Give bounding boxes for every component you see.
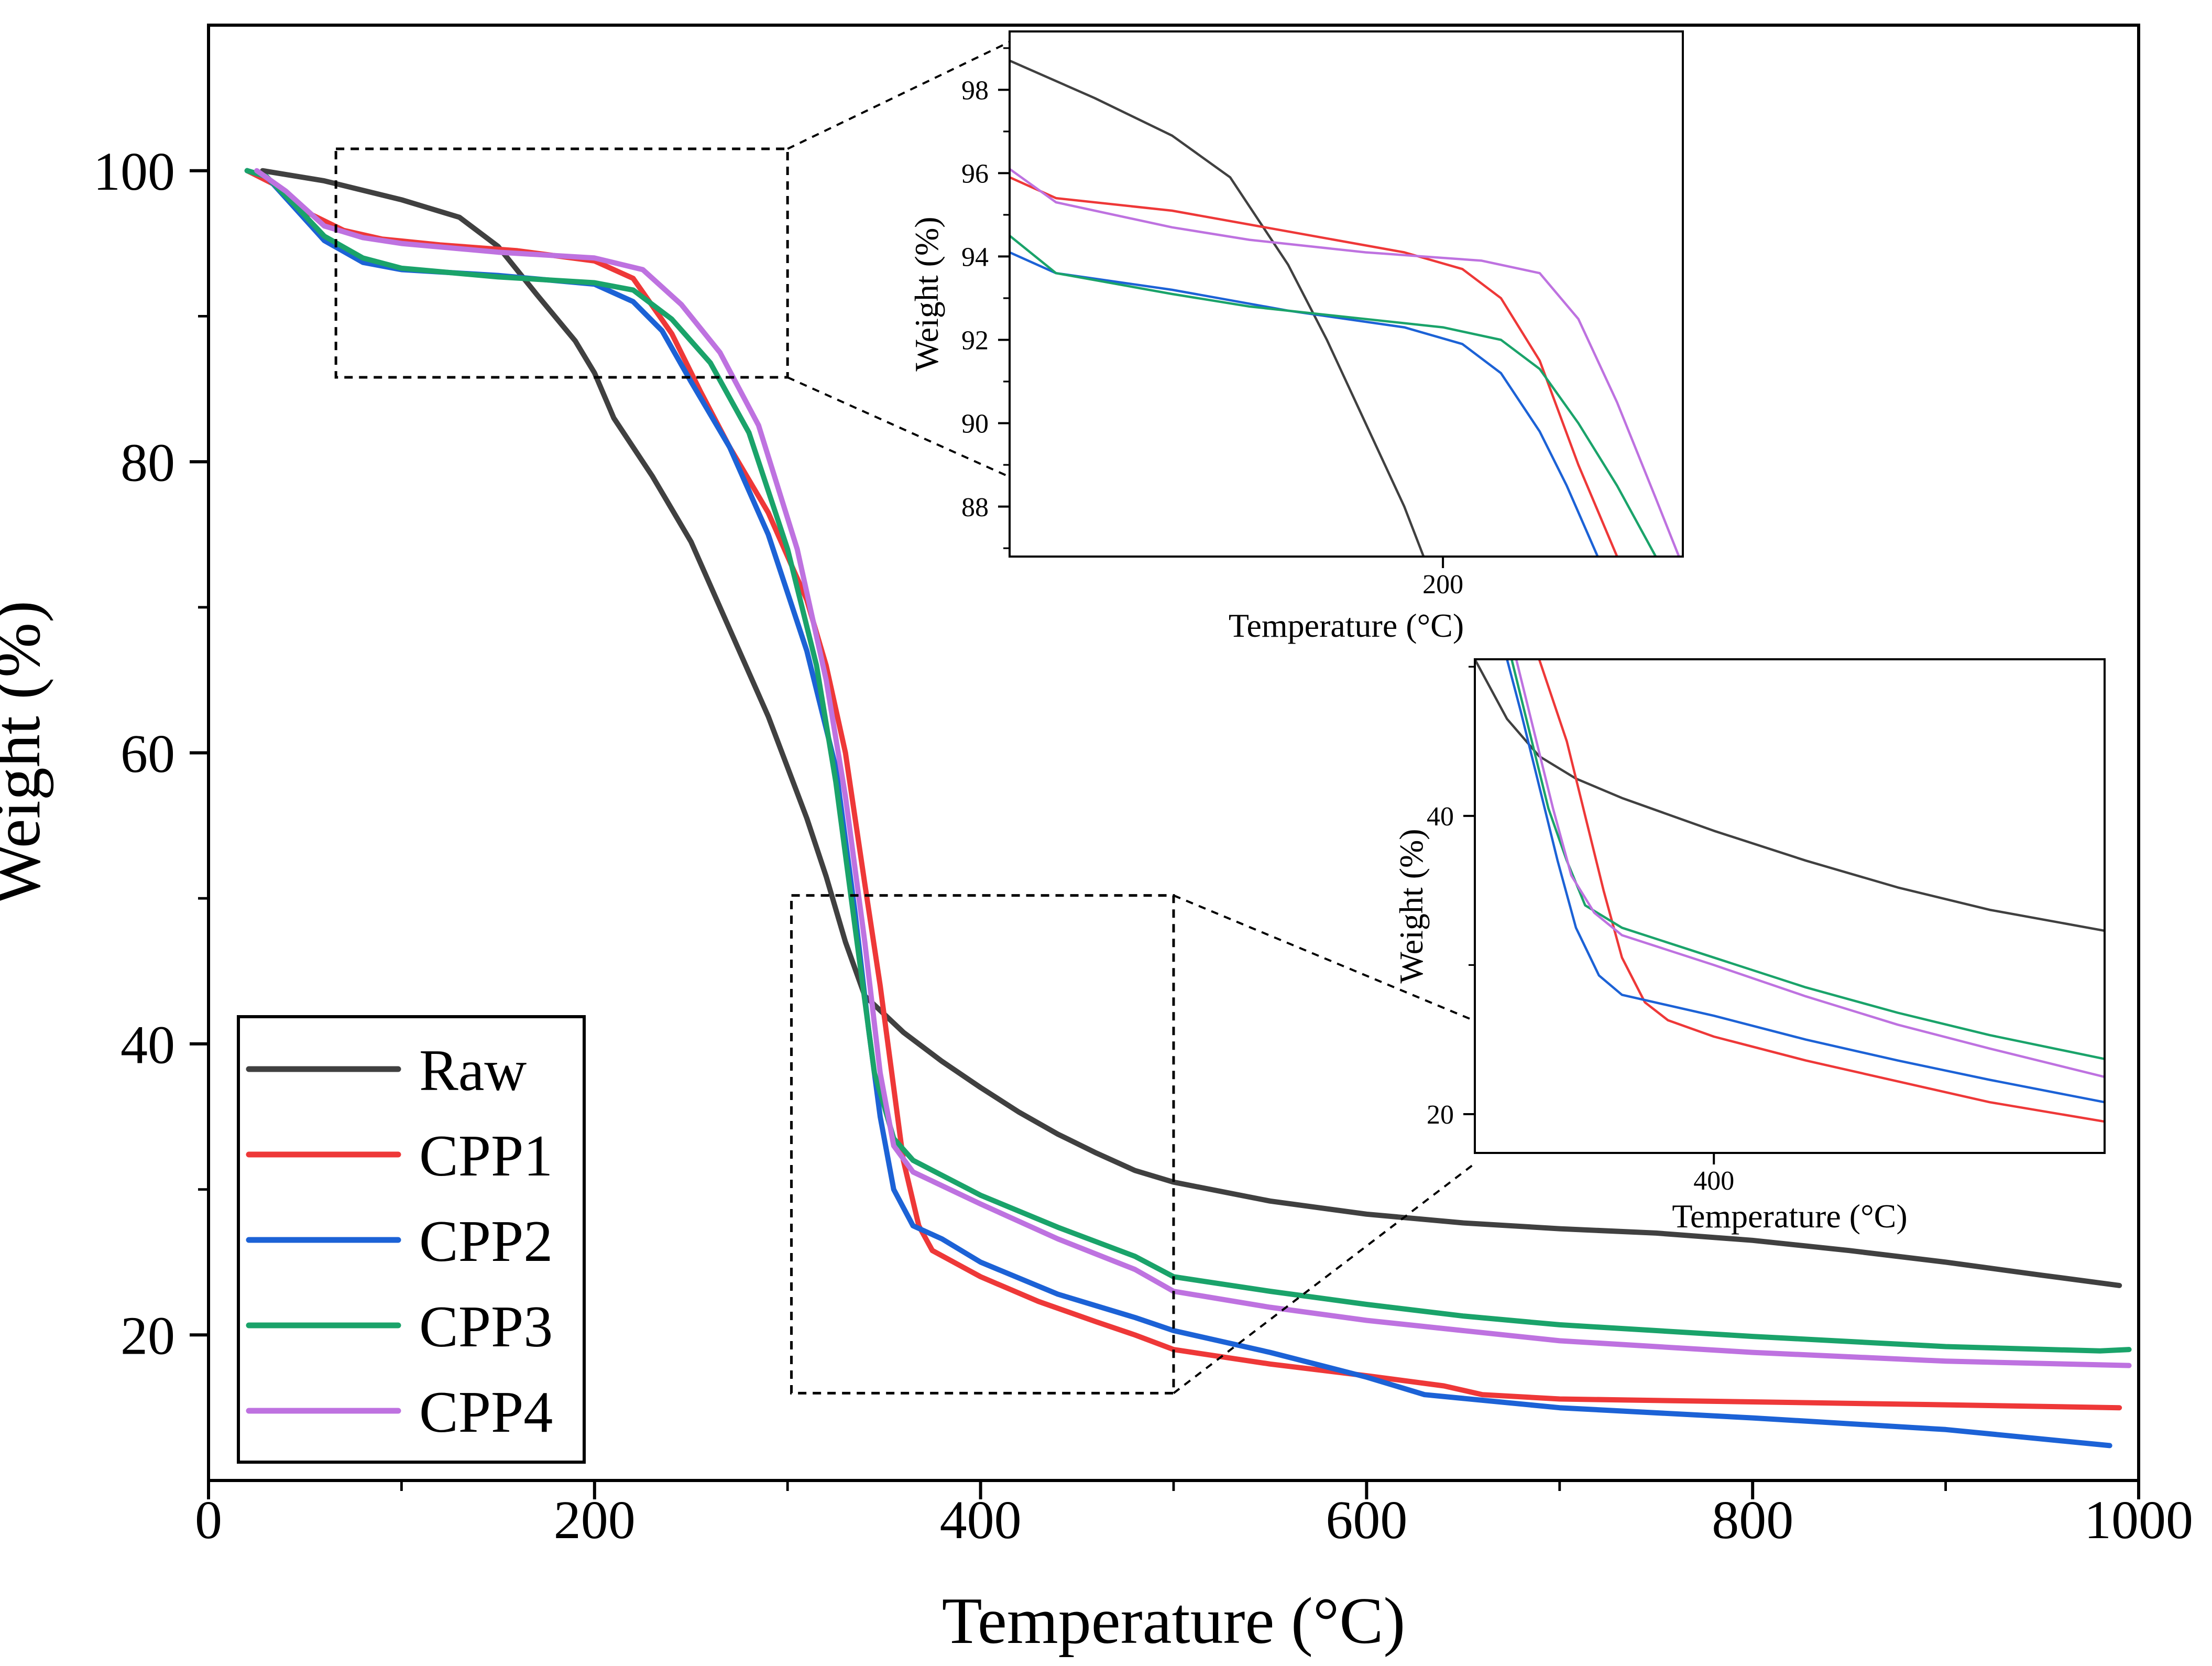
legend-item-cpp1: CPP1 — [246, 1124, 553, 1189]
inset-top-y-tick-label: 94 — [961, 243, 989, 273]
inset-bottom-ticks: 400 20 40 — [1427, 666, 1734, 1196]
legend-item-cpp2: CPP2 — [246, 1209, 553, 1274]
main-x-tick-label: 0 — [195, 1490, 222, 1550]
inset-top-zoom-box — [334, 147, 789, 379]
inset-top-y-tick-label: 98 — [961, 76, 989, 106]
main-y-tick-label: 80 — [121, 433, 175, 493]
inset-bottom-plot-frame — [1474, 658, 2106, 1154]
main-series-cpp1 — [244, 168, 2122, 1411]
inset-top-axes: 200 88 90 92 94 96 98 Temperature (°C) Weight (%… — [908, 47, 1464, 644]
main-x-tick-label: 800 — [1712, 1490, 1793, 1550]
inset-top-y-tick-label: 88 — [961, 493, 989, 522]
main-y-tick-label: 60 — [121, 724, 175, 784]
inset-top-y-tick-label: 96 — [961, 159, 989, 189]
main-y-tick-label: 20 — [121, 1306, 175, 1366]
inset-bottom-connector — [1173, 1162, 1476, 1394]
inset-bottom-series-cpp1 — [1538, 659, 2105, 1123]
inset-top-x-tick-label: 200 — [1422, 570, 1463, 600]
inset-top-series-cpp1 — [1010, 176, 1618, 557]
inset-top-series-cpp3 — [1010, 234, 1657, 557]
main-axes: 0 200 400 600 800 1000 20 40 60 80 100 Temperature … — [0, 141, 2193, 1658]
legend-label-cpp1: CPP1 — [419, 1124, 553, 1189]
inset-bottom-series-cpp3 — [1510, 659, 2105, 1060]
legend-item-cpp3: CPP3 — [246, 1294, 553, 1359]
main-x-tick-label: 200 — [554, 1490, 636, 1550]
legend-item-cpp4: CPP4 — [246, 1380, 553, 1445]
inset-bottom-zoom-box — [790, 894, 1175, 1395]
inset-top-y-tick-label: 90 — [961, 409, 989, 439]
inset-bottom-y-tick-label: 40 — [1427, 802, 1454, 832]
inset-bottom-series-raw — [1475, 659, 2105, 932]
inset-top-plot-background — [1010, 31, 1683, 557]
main-y-tick-label: 100 — [93, 141, 175, 202]
legend-label-cpp3: CPP3 — [419, 1294, 553, 1359]
inset-bottom-x-tick-label: 400 — [1693, 1166, 1734, 1196]
legend: Raw CPP1 CPP2 CPP3 CPP4 — [237, 1015, 586, 1464]
main-x-axis-label: Temperature (°C) — [942, 1585, 1406, 1658]
inset-top-connector — [787, 41, 1010, 150]
main-x-tick-label: 400 — [940, 1490, 1022, 1550]
main-series-cpp4 — [254, 168, 2132, 1368]
inset-bottom-axes: 400 20 40 Temperature (°C) Weight (%) — [1393, 666, 1908, 1235]
main-ticks: 0 200 400 600 800 1000 20 40 60 80 100 — [93, 141, 2193, 1550]
inset-bottom-series-cpp4 — [1515, 659, 2105, 1079]
inset-top-plot-frame — [1009, 30, 1684, 558]
inset-bottom-series-group — [1475, 659, 2105, 1123]
main-y-axis-label: Weight (%) — [0, 601, 54, 905]
inset-top-ticks: 200 88 90 92 94 96 98 — [961, 47, 1463, 600]
inset-top-series-group — [1010, 59, 1680, 557]
inset-bottom-series-cpp2 — [1506, 659, 2105, 1104]
inset-top-series-raw — [1010, 59, 1425, 557]
main-series-group — [244, 168, 2132, 1449]
inset-bottom-x-axis-label: Temperature (°C) — [1672, 1197, 1907, 1235]
main-series-raw — [260, 168, 2122, 1288]
inset-top-series-cpp2 — [1010, 251, 1599, 557]
main-x-tick-label: 1000 — [2084, 1490, 2193, 1550]
legend-label-cpp2: CPP2 — [419, 1209, 553, 1274]
inset-bottom-y-tick-label: 20 — [1427, 1100, 1454, 1130]
inset-bottom-plot-background — [1475, 659, 2105, 1153]
main-x-tick-label: 600 — [1326, 1490, 1407, 1550]
inset-top-y-tick-label: 92 — [961, 326, 989, 356]
inset-bottom-y-axis-label: Weight (%) — [1393, 829, 1430, 983]
legend-item-raw: Raw — [246, 1038, 527, 1103]
legend-label-cpp4: CPP4 — [419, 1380, 553, 1445]
inset-top-x-axis-label: Temperature (°C) — [1229, 607, 1464, 644]
inset-top-series-cpp4 — [1010, 168, 1680, 557]
legend-label-raw: Raw — [419, 1038, 527, 1103]
main-y-tick-label: 40 — [121, 1015, 175, 1075]
inset-top-y-axis-label: Weight (%) — [908, 216, 945, 371]
main-series-cpp3 — [244, 168, 2132, 1354]
